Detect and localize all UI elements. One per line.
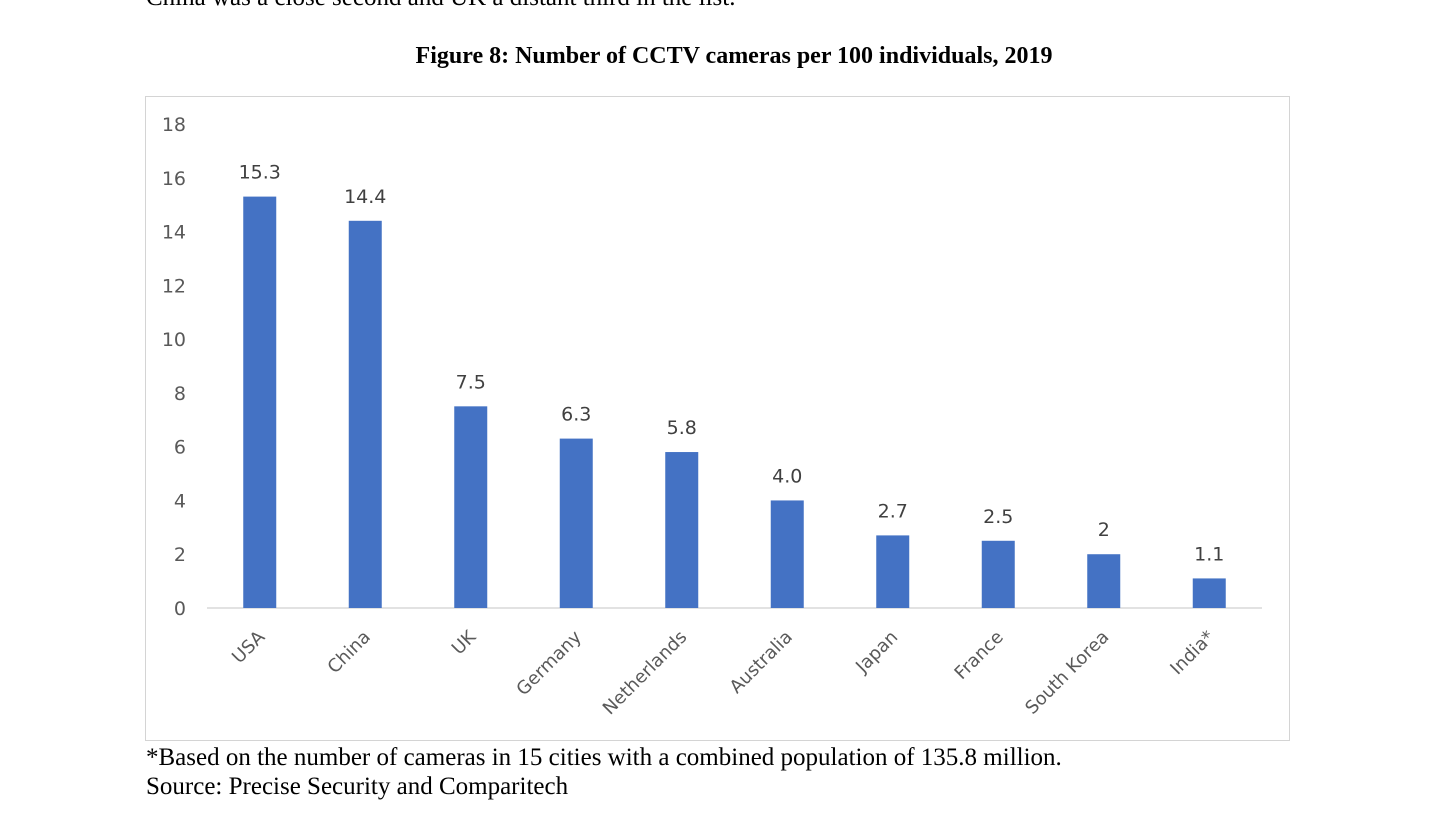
data-label: 2.5 xyxy=(983,506,1013,528)
figure-title: Figure 8: Number of CCTV cameras per 100… xyxy=(415,43,1053,69)
y-tick-label: 8 xyxy=(174,383,186,405)
data-label: 2.7 xyxy=(878,500,908,522)
x-tick-label: USA xyxy=(228,626,270,668)
y-tick-label: 2 xyxy=(174,544,186,566)
data-label: 1.1 xyxy=(1194,543,1224,565)
x-tick-label: UK xyxy=(448,626,481,659)
bar-india xyxy=(1192,578,1226,608)
y-tick-label: 10 xyxy=(162,329,186,351)
bar-south-korea xyxy=(1087,554,1121,608)
bar-china xyxy=(348,220,382,609)
footnote: *Based on the number of cameras in 15 ci… xyxy=(146,744,1062,771)
y-tick-label: 18 xyxy=(162,114,186,136)
bar-germany xyxy=(559,438,593,608)
x-tick-label: France xyxy=(951,627,1008,684)
y-tick-label: 4 xyxy=(174,490,186,512)
x-tick-label: Germany xyxy=(512,626,586,700)
data-label: 2 xyxy=(1098,519,1110,541)
y-tick-label: 6 xyxy=(174,437,186,459)
bar-usa xyxy=(243,196,277,608)
y-tick-label: 0 xyxy=(174,598,186,620)
bar-france xyxy=(981,540,1015,608)
x-tick-label: South Korea xyxy=(1021,627,1113,719)
bar-uk xyxy=(454,406,488,608)
data-label: 14.4 xyxy=(344,186,386,208)
source-note: Source: Precise Security and Comparitech xyxy=(146,773,569,800)
data-label: 5.8 xyxy=(667,417,697,439)
data-label: 15.3 xyxy=(239,162,281,184)
x-tick-label: Australia xyxy=(726,627,797,698)
y-tick-label: 14 xyxy=(162,222,186,244)
bar-japan xyxy=(876,535,910,608)
data-label: 7.5 xyxy=(456,371,486,393)
bar-australia xyxy=(770,500,804,608)
x-tick-label: China xyxy=(324,627,375,678)
x-tick-label: Netherlands xyxy=(599,627,691,719)
bar-netherlands xyxy=(665,452,699,608)
y-tick-label: 12 xyxy=(162,275,186,297)
chart-frame xyxy=(145,96,1290,741)
x-tick-label: India* xyxy=(1166,627,1218,679)
preceding-text-line: China was a close second and UK a distan… xyxy=(146,0,735,10)
data-label: 6.3 xyxy=(561,404,591,426)
x-tick-label: Japan xyxy=(851,627,902,678)
y-tick-label: 16 xyxy=(162,168,186,190)
data-label: 4.0 xyxy=(772,465,802,487)
